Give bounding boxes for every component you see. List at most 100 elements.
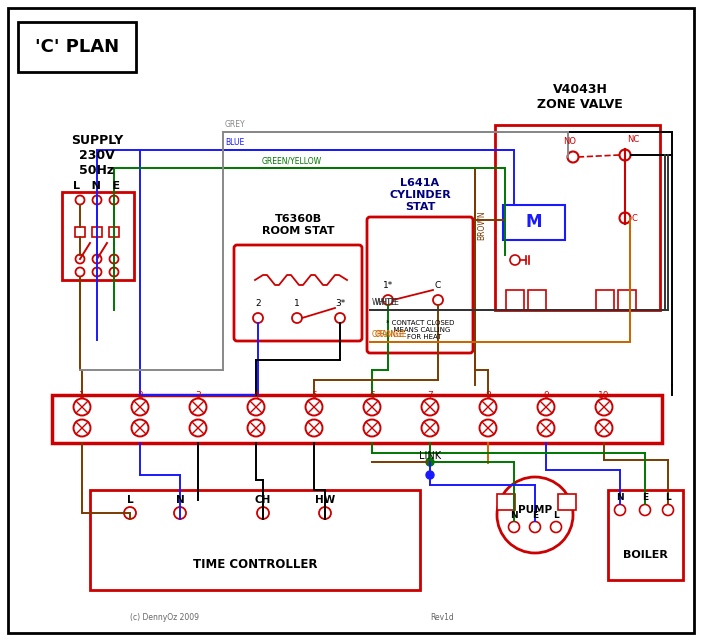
Text: 7: 7 (427, 390, 433, 399)
Bar (497, 494, 515, 510)
Bar (52, 395, 662, 443)
Circle shape (508, 522, 519, 533)
Circle shape (479, 419, 496, 437)
Bar (75, 227, 85, 237)
Circle shape (497, 477, 573, 553)
Text: 5: 5 (311, 390, 317, 399)
Circle shape (421, 419, 439, 437)
Circle shape (567, 151, 578, 163)
Text: L641A
CYLINDER
STAT: L641A CYLINDER STAT (389, 178, 451, 212)
Text: L: L (126, 495, 133, 505)
Circle shape (253, 313, 263, 323)
Text: Rev1d: Rev1d (430, 613, 453, 622)
Circle shape (110, 267, 119, 276)
Circle shape (335, 313, 345, 323)
Circle shape (257, 507, 269, 519)
Circle shape (426, 471, 434, 479)
Circle shape (76, 196, 84, 204)
Text: 3: 3 (195, 390, 201, 399)
Text: TIME CONTROLLER: TIME CONTROLLER (193, 558, 317, 572)
Text: SUPPLY: SUPPLY (71, 133, 123, 147)
Circle shape (619, 213, 630, 224)
Circle shape (550, 522, 562, 533)
Circle shape (76, 267, 84, 276)
Text: 3*: 3* (335, 299, 345, 308)
Text: LINK: LINK (419, 451, 441, 461)
Text: BROWN: BROWN (477, 210, 486, 240)
Circle shape (426, 458, 434, 466)
Circle shape (248, 399, 265, 415)
Circle shape (93, 254, 102, 263)
Circle shape (190, 419, 206, 437)
Text: (c) DennyOz 2009: (c) DennyOz 2009 (130, 613, 199, 622)
Text: WHITE: WHITE (375, 298, 400, 307)
Text: M: M (526, 213, 542, 231)
Circle shape (131, 419, 149, 437)
Circle shape (529, 522, 541, 533)
Text: 10: 10 (598, 390, 610, 399)
Bar (109, 227, 119, 237)
Text: N: N (176, 495, 185, 505)
Text: L: L (553, 510, 559, 519)
Circle shape (614, 504, 625, 515)
Circle shape (110, 254, 119, 263)
Text: L   N   E: L N E (74, 181, 121, 191)
Text: 4: 4 (253, 390, 259, 399)
Circle shape (595, 399, 613, 415)
Text: 2: 2 (256, 299, 261, 308)
Text: 8: 8 (485, 390, 491, 399)
Circle shape (640, 504, 651, 515)
Text: 6: 6 (369, 390, 375, 399)
Bar (618, 290, 636, 310)
Circle shape (74, 399, 91, 415)
Text: 1: 1 (294, 299, 300, 308)
Text: WHITE: WHITE (372, 298, 397, 307)
Text: ORANGE: ORANGE (375, 330, 408, 339)
Text: 230V: 230V (79, 149, 115, 162)
Text: BLUE: BLUE (225, 138, 244, 147)
Circle shape (248, 419, 265, 437)
Text: CH: CH (255, 495, 271, 505)
Circle shape (538, 399, 555, 415)
Text: E: E (642, 494, 648, 503)
Circle shape (433, 295, 443, 305)
Circle shape (421, 399, 439, 415)
Circle shape (76, 254, 84, 263)
Circle shape (305, 419, 322, 437)
Circle shape (93, 267, 102, 276)
Text: L: L (665, 494, 671, 503)
Text: PUMP: PUMP (518, 505, 552, 515)
Text: T6360B
ROOM STAT: T6360B ROOM STAT (262, 214, 334, 236)
Circle shape (538, 419, 555, 437)
Circle shape (305, 399, 322, 415)
Circle shape (364, 399, 380, 415)
Circle shape (319, 507, 331, 519)
Text: N: N (616, 494, 624, 503)
Text: 'C' PLAN: 'C' PLAN (35, 38, 119, 56)
Circle shape (190, 399, 206, 415)
Text: ORANGE: ORANGE (372, 330, 404, 339)
Text: NC: NC (627, 135, 640, 144)
Bar (596, 290, 614, 310)
Bar (62, 192, 134, 280)
Text: 9: 9 (543, 390, 549, 399)
Circle shape (110, 196, 119, 204)
Circle shape (383, 295, 393, 305)
Text: GREY: GREY (225, 120, 246, 129)
Circle shape (124, 507, 136, 519)
Bar (90, 490, 420, 590)
Circle shape (93, 196, 102, 204)
Text: 50Hz: 50Hz (79, 163, 114, 176)
Text: NO: NO (564, 137, 576, 146)
FancyBboxPatch shape (367, 217, 473, 353)
Circle shape (74, 419, 91, 437)
Text: 1*: 1* (383, 281, 393, 290)
Text: 2: 2 (137, 390, 143, 399)
Text: 1: 1 (79, 390, 85, 399)
Bar (92, 227, 102, 237)
Text: C: C (631, 213, 637, 222)
Circle shape (292, 313, 302, 323)
Text: C: C (435, 281, 441, 290)
Text: BOILER: BOILER (623, 550, 668, 560)
Circle shape (364, 419, 380, 437)
